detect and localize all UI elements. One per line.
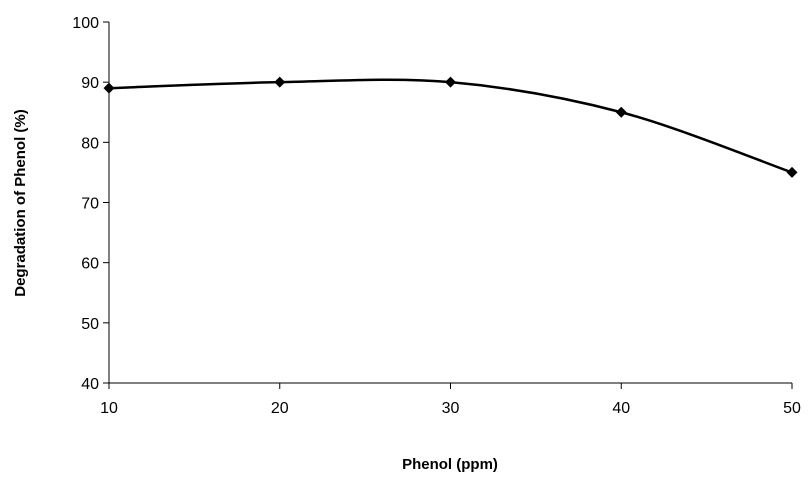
- data-point-marker: [786, 166, 798, 178]
- data-point-marker: [445, 76, 456, 88]
- x-axis-title: Phenol (ppm): [402, 456, 498, 473]
- y-tick-label: 70: [81, 196, 99, 213]
- y-tick-label: 50: [81, 316, 99, 333]
- y-axis-title: Degradation of Phenol (%): [12, 109, 29, 297]
- y-tick-label: 40: [81, 376, 99, 393]
- x-tick-label: 30: [442, 400, 460, 417]
- series-group: [103, 76, 798, 178]
- y-tick-label: 100: [72, 15, 99, 32]
- y-axis-ticks: 40 50 60 70 80 90 100: [72, 15, 109, 393]
- x-tick-label: 10: [100, 400, 118, 417]
- y-tick-label: 90: [81, 75, 99, 92]
- series-line: [108, 78, 793, 174]
- data-point-marker: [615, 106, 627, 118]
- x-tick-label: 50: [783, 400, 801, 417]
- x-axis-ticks: 10 20 30 40 50: [100, 383, 801, 417]
- x-tick-label: 20: [271, 400, 289, 417]
- data-point-marker: [274, 76, 286, 88]
- x-tick-label: 40: [612, 400, 630, 417]
- axes: [108, 22, 792, 384]
- y-tick-label: 60: [81, 256, 99, 273]
- y-tick-label: 80: [81, 135, 99, 152]
- data-point-marker: [103, 82, 115, 94]
